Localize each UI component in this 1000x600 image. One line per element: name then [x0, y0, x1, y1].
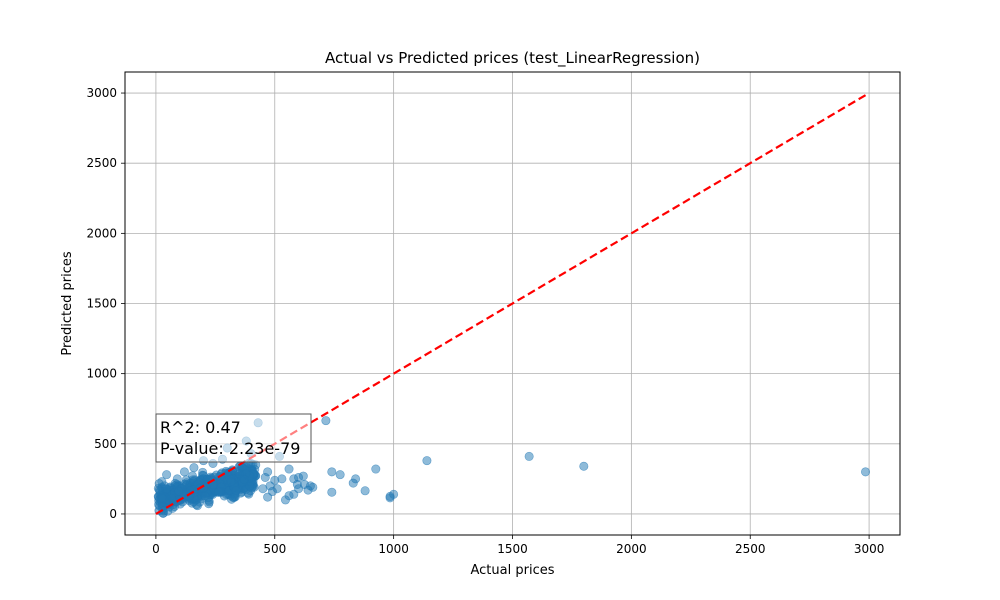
- y-tick-label: 1000: [86, 367, 117, 381]
- scatter-point: [263, 492, 273, 502]
- scatter-point: [385, 491, 395, 501]
- scatter-point: [260, 472, 270, 482]
- x-tick-label: 2500: [735, 542, 766, 556]
- scatter-point: [227, 494, 237, 504]
- x-axis-ticks: 0 500 1000 1500 2000 2500 3000: [152, 535, 884, 556]
- x-tick-label: 1500: [497, 542, 528, 556]
- scatter-point: [348, 478, 358, 488]
- y-axis-label: Predicted prices: [60, 251, 75, 356]
- x-tick-label: 1000: [378, 542, 409, 556]
- scatter-point: [258, 484, 268, 494]
- scatter-point: [298, 471, 308, 481]
- y-tick-label: 1500: [86, 297, 117, 311]
- scatter-point: [280, 495, 290, 505]
- scatter-point: [299, 479, 309, 489]
- scatter-point: [327, 467, 337, 477]
- scatter-point: [162, 470, 172, 480]
- y-tick-label: 2000: [86, 226, 117, 240]
- p-value-text: P-value: 2.23e-79: [160, 439, 300, 458]
- scatter-point: [157, 477, 167, 487]
- scatter-point: [321, 416, 331, 426]
- y-tick-label: 0: [109, 507, 117, 521]
- grid-lines: [125, 72, 900, 535]
- r-squared-text: R^2: 0.47: [160, 418, 241, 437]
- chart-title: Actual vs Predicted prices (test_LinearR…: [325, 49, 700, 68]
- scatter-point: [360, 486, 370, 496]
- scatter-point: [861, 467, 871, 477]
- scatter-point: [234, 469, 244, 479]
- scatter-point: [327, 487, 337, 497]
- scatter-point: [157, 493, 167, 503]
- x-tick-label: 3000: [854, 542, 885, 556]
- y-tick-label: 500: [94, 437, 117, 451]
- stats-annotation: R^2: 0.47 P-value: 2.23e-79: [155, 413, 312, 463]
- scatter-point: [335, 470, 345, 480]
- scatter-point: [200, 491, 210, 501]
- scatter-point: [277, 474, 287, 484]
- scatter-point: [422, 456, 432, 466]
- scatter-point: [174, 486, 184, 496]
- y-tick-label: 2500: [86, 156, 117, 170]
- scatter-point: [284, 464, 294, 474]
- x-tick-label: 0: [152, 542, 160, 556]
- scatter-point: [239, 474, 249, 484]
- x-tick-label: 500: [263, 542, 286, 556]
- scatter-point: [245, 481, 255, 491]
- scatter-point: [226, 477, 236, 487]
- y-tick-label: 3000: [86, 86, 117, 100]
- x-tick-label: 2000: [616, 542, 647, 556]
- scatter-point: [192, 501, 202, 511]
- scatter-point: [231, 486, 241, 496]
- annotation-box: [155, 413, 312, 463]
- scatter-point: [524, 451, 534, 461]
- x-axis-label: Actual prices: [471, 563, 555, 578]
- scatter-point: [179, 467, 189, 477]
- y-axis-ticks: 0 500 1000 1500 2000 2500 3000: [86, 86, 125, 521]
- scatter-point: [172, 474, 182, 484]
- scatter-point: [189, 463, 199, 473]
- scatter-point: [371, 464, 381, 474]
- scatter-point: [579, 461, 589, 471]
- scatter-point: [214, 487, 224, 497]
- scatter-point: [154, 485, 164, 495]
